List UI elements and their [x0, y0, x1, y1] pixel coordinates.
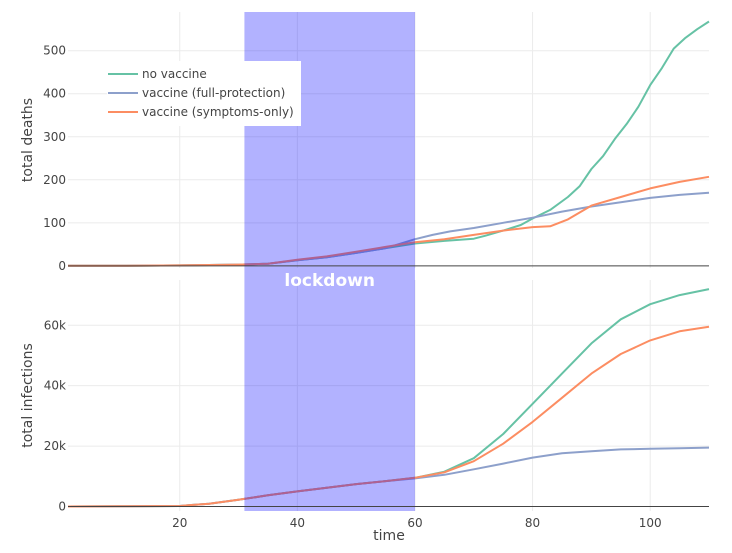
- x-tick-label: 100: [639, 516, 662, 530]
- y-tick-label: 0: [58, 499, 66, 513]
- y-tick-label: 40k: [44, 379, 66, 393]
- y-tick-label: 60k: [44, 318, 66, 332]
- y-tick-label: 100: [43, 216, 66, 230]
- axes-layer: 0 100 200 300 400 500 total deaths 0 20k 40k 60k to…: [20, 44, 709, 530]
- y-axis-title: total deaths: [20, 98, 36, 182]
- y-tick-label: 400: [43, 87, 66, 101]
- legend-item-vaccine-symptoms-only: vaccine (symptoms-only): [142, 105, 294, 119]
- x-tick-label: 20: [172, 516, 187, 530]
- legend-item-no-vaccine: no vaccine: [142, 67, 207, 81]
- x-tick-label: 60: [407, 516, 422, 530]
- y-tick-label: 20k: [44, 439, 66, 453]
- grid-layer: [68, 12, 709, 511]
- x-tick-label: 80: [525, 516, 540, 530]
- x-axis-title: time: [373, 528, 405, 544]
- lockdown-label: lockdown: [284, 271, 375, 291]
- series-line-deaths-vaccine-symptoms-only: [68, 175, 710, 267]
- y-axis-title: total infections: [20, 343, 36, 448]
- legend-item-vaccine-full-protection: vaccine (full-protection): [142, 86, 285, 100]
- legend-background: [107, 61, 301, 126]
- x-tick-label: 40: [290, 516, 305, 530]
- y-tick-label: 500: [43, 44, 66, 58]
- y-tick-label: 200: [43, 173, 66, 187]
- legend: no vaccine vaccine (full-protection) vac…: [107, 61, 301, 126]
- series-line-infections-vaccine-symptoms-only: [67, 325, 710, 508]
- y-tick-label: 0: [58, 259, 66, 273]
- lines-layer: [67, 20, 710, 508]
- y-tick-label: 300: [43, 130, 66, 144]
